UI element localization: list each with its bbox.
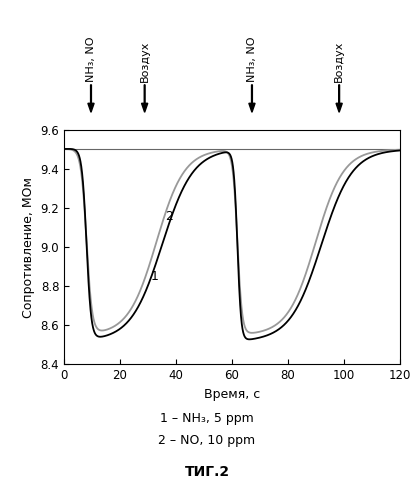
Y-axis label: Сопротивление, МОм: Сопротивление, МОм xyxy=(22,177,35,317)
Text: Воздух: Воздух xyxy=(139,41,149,82)
X-axis label: Время, с: Время, с xyxy=(203,388,259,401)
Text: NH₃, NO: NH₃, NO xyxy=(247,37,256,82)
Text: NH₃, NO: NH₃, NO xyxy=(86,37,96,82)
Text: 1 – NH₃, 5 ppm: 1 – NH₃, 5 ppm xyxy=(160,412,253,425)
Text: 2: 2 xyxy=(164,210,172,223)
Text: 1: 1 xyxy=(150,270,158,283)
Text: Воздух: Воздух xyxy=(333,41,343,82)
Text: 2 – NO, 10 ppm: 2 – NO, 10 ppm xyxy=(158,434,255,447)
Text: ΤИГ.2: ΤИГ.2 xyxy=(184,465,229,479)
